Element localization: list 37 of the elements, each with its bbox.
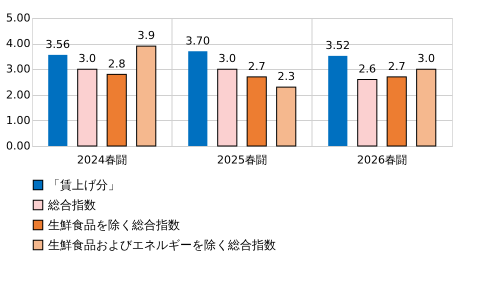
data-label: 2.7 [388, 60, 406, 73]
data-label: 3.9 [137, 29, 155, 42]
bar [416, 68, 436, 146]
bar [328, 56, 348, 146]
bar [386, 76, 407, 146]
data-label: 2.6 [358, 62, 376, 76]
y-tick-label: 2.00 [6, 88, 30, 102]
data-label: 3.56 [46, 38, 70, 51]
y-tick-label: 3.00 [6, 62, 30, 76]
legend-label: 生鮮食品を除く総合指数 [48, 218, 180, 232]
data-label: 3.0 [78, 52, 96, 66]
bar [357, 78, 378, 146]
y-tick-label: 4.00 [6, 37, 30, 50]
legend-label: 生鮮食品およびエネルギーを除く総合指数 [48, 238, 276, 252]
bar [77, 68, 98, 146]
data-label: 3.0 [417, 52, 435, 66]
data-label: 3.52 [326, 38, 350, 52]
bar [246, 76, 267, 146]
legend-label: 「賃上げ分」 [48, 178, 120, 192]
bar [217, 68, 238, 146]
y-tick-label: 0.00 [6, 140, 30, 152]
data-label: 3.0 [218, 52, 236, 66]
x-tick-label: 2025春闘 [217, 154, 267, 166]
data-label: 2.3 [277, 70, 295, 84]
y-tick-label: 1.00 [6, 114, 30, 127]
y-tick-label: 5.00 [6, 12, 30, 24]
data-label: 2.7 [248, 60, 266, 73]
bar [188, 51, 208, 146]
bar [106, 74, 127, 146]
x-tick-label: 2026春闘 [357, 154, 407, 166]
bar [276, 86, 296, 146]
data-label: 2.8 [108, 57, 126, 70]
bar [136, 46, 156, 146]
legend-label: 総合指数 [47, 198, 96, 212]
x-tick-label: 2024春闘 [77, 154, 127, 166]
data-label: 3.70 [186, 34, 210, 48]
bar [48, 54, 68, 146]
